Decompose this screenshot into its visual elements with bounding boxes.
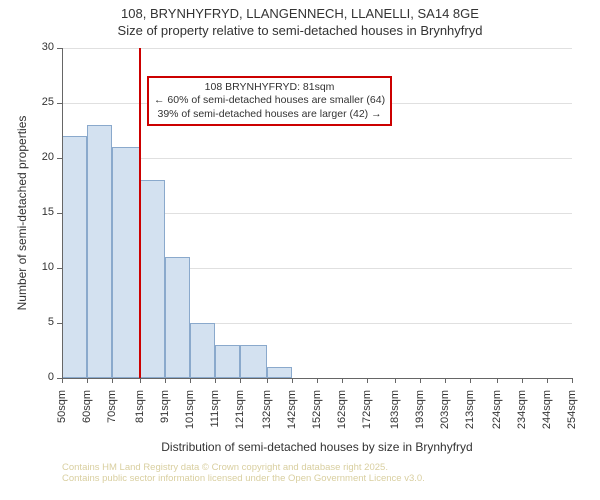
x-tick-label: 213sqm bbox=[464, 390, 476, 440]
y-tick-label: 5 bbox=[28, 316, 54, 328]
x-tick-label: 121sqm bbox=[234, 390, 246, 440]
x-axis-line bbox=[62, 378, 572, 379]
histogram-bar bbox=[140, 180, 165, 378]
y-tick-label: 15 bbox=[28, 206, 54, 218]
x-axis-title: Distribution of semi-detached houses by … bbox=[62, 440, 572, 454]
x-tick-label: 60sqm bbox=[81, 390, 93, 440]
x-tick-label: 244sqm bbox=[541, 390, 553, 440]
footer-block: Contains HM Land Registry data © Crown c… bbox=[62, 462, 425, 484]
chart-container: 108, BRYNHYFRYD, LLANGENNECH, LLANELLI, … bbox=[0, 0, 600, 500]
x-tick-label: 81sqm bbox=[134, 390, 146, 440]
x-tick-label: 193sqm bbox=[414, 390, 426, 440]
x-tick-label: 203sqm bbox=[439, 390, 451, 440]
annotation-line-3: 39% of semi-detached houses are larger (… bbox=[154, 108, 385, 122]
x-tick-label: 162sqm bbox=[336, 390, 348, 440]
title-line-2: Size of property relative to semi-detach… bbox=[0, 23, 600, 40]
x-tick-label: 111sqm bbox=[209, 390, 221, 440]
y-tick-label: 0 bbox=[28, 371, 54, 383]
y-axis-title: Number of semi-detached properties bbox=[15, 103, 29, 323]
annotation-line-2: ← 60% of semi-detached houses are smalle… bbox=[154, 94, 385, 108]
footer-line-2: Contains public sector information licen… bbox=[62, 473, 425, 484]
histogram-bar bbox=[190, 323, 215, 378]
plot-area: 05101520253050sqm60sqm70sqm81sqm91sqm101… bbox=[62, 48, 572, 378]
title-block: 108, BRYNHYFRYD, LLANGENNECH, LLANELLI, … bbox=[0, 0, 600, 40]
property-marker-line bbox=[139, 48, 141, 378]
histogram-bar bbox=[112, 147, 140, 378]
x-tick-label: 132sqm bbox=[261, 390, 273, 440]
y-axis-line bbox=[62, 48, 63, 378]
annotation-box: 108 BRYNHYFRYD: 81sqm← 60% of semi-detac… bbox=[147, 76, 392, 127]
annotation-line-1: 108 BRYNHYFRYD: 81sqm bbox=[154, 81, 385, 95]
histogram-bar bbox=[267, 367, 292, 378]
y-tick-label: 10 bbox=[28, 261, 54, 273]
y-tick-label: 25 bbox=[28, 96, 54, 108]
y-tick-label: 30 bbox=[28, 41, 54, 53]
x-tick-label: 183sqm bbox=[389, 390, 401, 440]
x-tick-label: 224sqm bbox=[491, 390, 503, 440]
histogram-bar bbox=[215, 345, 240, 378]
histogram-bar bbox=[240, 345, 268, 378]
x-tick-mark bbox=[572, 378, 573, 383]
histogram-bar bbox=[62, 136, 87, 378]
x-tick-label: 152sqm bbox=[311, 390, 323, 440]
x-tick-label: 70sqm bbox=[106, 390, 118, 440]
y-tick-label: 20 bbox=[28, 151, 54, 163]
x-tick-label: 50sqm bbox=[56, 390, 68, 440]
x-tick-label: 234sqm bbox=[516, 390, 528, 440]
footer-line-1: Contains HM Land Registry data © Crown c… bbox=[62, 462, 425, 473]
x-tick-label: 172sqm bbox=[361, 390, 373, 440]
x-tick-label: 254sqm bbox=[566, 390, 578, 440]
histogram-bar bbox=[87, 125, 112, 378]
x-tick-label: 101sqm bbox=[184, 390, 196, 440]
x-tick-label: 142sqm bbox=[286, 390, 298, 440]
x-tick-label: 91sqm bbox=[159, 390, 171, 440]
title-line-1: 108, BRYNHYFRYD, LLANGENNECH, LLANELLI, … bbox=[0, 6, 600, 23]
histogram-bar bbox=[165, 257, 190, 378]
